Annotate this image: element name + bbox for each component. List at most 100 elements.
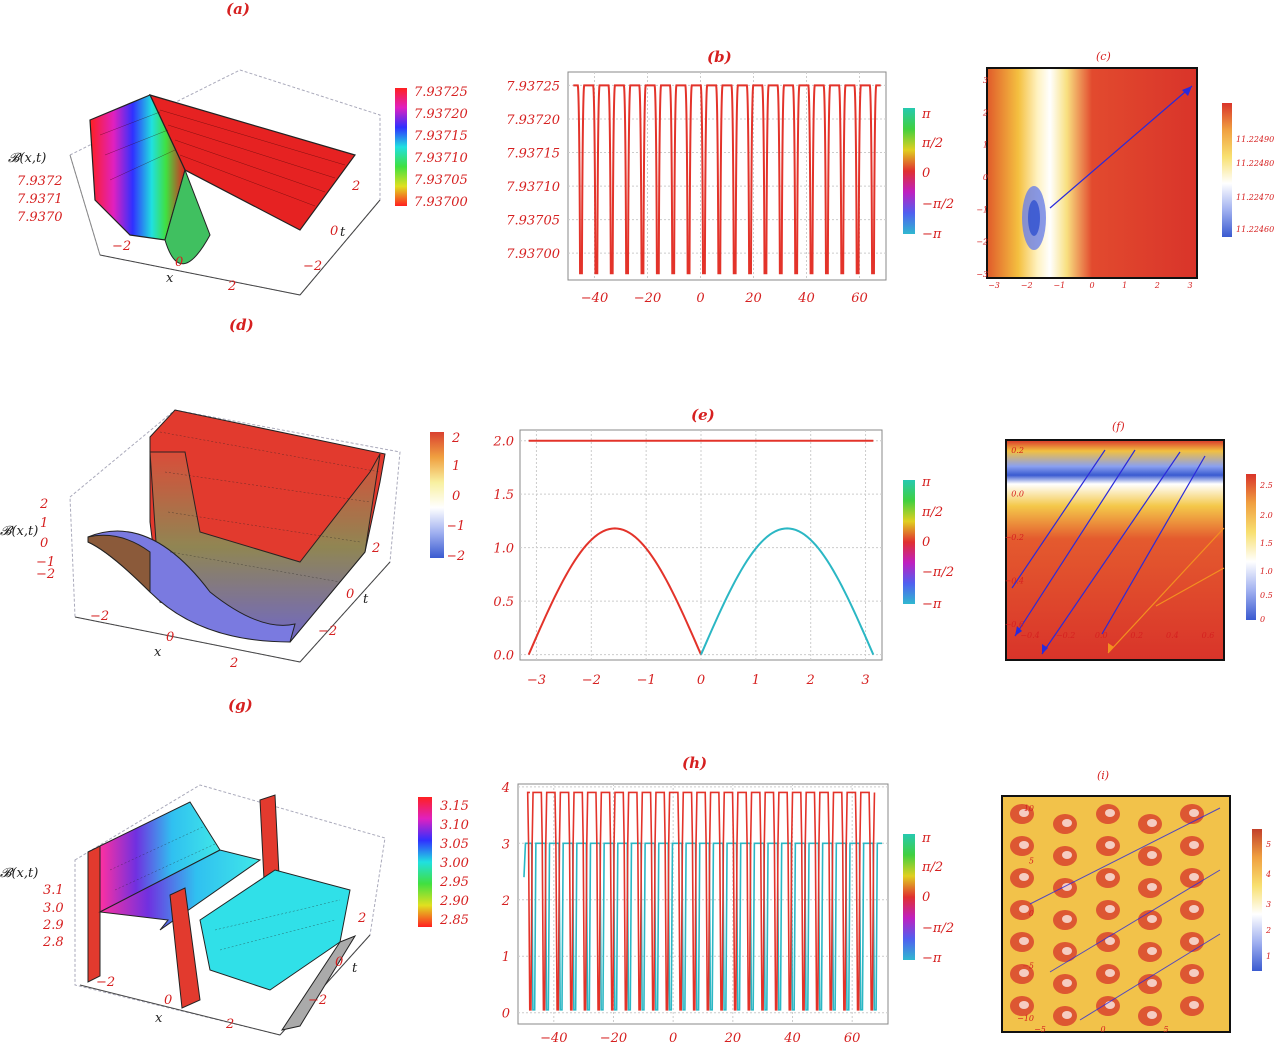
- colorbar-tick: 3.00: [440, 856, 469, 871]
- vortex-blob: [1189, 809, 1199, 817]
- colorbar-tick: 3.15: [440, 799, 469, 814]
- x-tick: 0: [166, 630, 174, 645]
- t-tick: 2: [357, 911, 366, 926]
- x-tick-label: 0: [1100, 1025, 1105, 1034]
- vortex-blob: [1147, 979, 1157, 987]
- vortex-blob: [1062, 979, 1072, 987]
- colorbar-tick: 3.05: [440, 837, 469, 852]
- y-tick-label: 7.93725: [506, 79, 560, 94]
- vortex-blob: [1062, 1011, 1072, 1019]
- t-tick: 2: [351, 179, 360, 194]
- t-tick: 0: [330, 224, 338, 239]
- y-tick-label: 0: [502, 1007, 510, 1022]
- x-tick-label: 3: [1187, 281, 1192, 290]
- phase-tick: −π/2: [922, 197, 954, 212]
- vortex-blob: [1147, 915, 1157, 923]
- colorbar-tick: 7.93725: [414, 85, 468, 100]
- x-tick-label: −5: [1034, 1025, 1046, 1034]
- y-tick-label: 2.0: [492, 435, 514, 450]
- y-tick-label: 0: [1029, 909, 1034, 918]
- y-tick-label: 3: [502, 837, 510, 852]
- panel-label-i: (i): [1097, 769, 1110, 782]
- x-tick-label: 20: [744, 291, 762, 302]
- colorbar-tick: 11.22480: [1236, 159, 1274, 168]
- x-tick-label: 0: [697, 673, 705, 688]
- vortex-blob: [1189, 969, 1199, 977]
- x-tick-label: 0.4: [1166, 631, 1179, 640]
- y-tick-label: 4: [501, 781, 510, 796]
- x-tick-label: 0: [1089, 281, 1094, 290]
- panel-label-c: (c): [1096, 50, 1111, 63]
- y-tick-label: 3: [983, 76, 988, 85]
- x-tick-label: 60: [844, 1031, 861, 1046]
- colorbar-tick: 1.0: [1260, 567, 1273, 576]
- x-tick-label: −2: [582, 673, 601, 688]
- x-axis-label-a: x: [166, 271, 174, 286]
- vortex-blob: [1105, 809, 1115, 817]
- y-tick-label: 7.93720: [506, 113, 560, 128]
- z-axis-label-d: 𝓑(x,t): [0, 524, 38, 539]
- vortex-blob: [1189, 905, 1199, 913]
- panel-label-h: (h): [682, 754, 708, 772]
- phase-legend-e: π π/2 0 −π/2 −π: [921, 475, 954, 612]
- surface-plot-a: 𝓑(x,t) 7.9372 7.9371 7.9370 −2 0 2 x 2 0…: [8, 69, 381, 296]
- colorbar-tick: 11.22490: [1236, 135, 1274, 144]
- x-tick: −2: [90, 609, 109, 624]
- colorbar-tick: 2: [451, 431, 460, 446]
- t-tick: −2: [318, 624, 337, 639]
- x-tick-label: 2: [1154, 281, 1160, 290]
- t-axis-label-g: t: [352, 961, 358, 976]
- y-tick-label: −3: [976, 270, 988, 279]
- y-tick-label: −0.2: [1005, 533, 1024, 542]
- colorbar-labels-f: 2.5 2.0 1.5 1.0 0.5 0: [1259, 481, 1273, 624]
- phase-tick: −π: [922, 951, 942, 966]
- phase-colorbar-e: [903, 480, 915, 604]
- z-tick: 0: [40, 536, 48, 551]
- colorbar-tick: 1.5: [1260, 539, 1273, 548]
- y-tick-label: 0.0: [493, 649, 514, 664]
- x-tick: −2: [96, 975, 115, 990]
- z-tick: −1: [36, 555, 55, 570]
- y-tick-label: 2: [982, 108, 988, 117]
- vortex-blob: [1189, 1001, 1199, 1009]
- phase-tick: π/2: [921, 505, 943, 520]
- x-tick-label: −20: [600, 1031, 627, 1046]
- vortex-blob: [1147, 883, 1157, 891]
- line-plot-h: −40 −20 0 20 40 60 4 3 2 1 0: [501, 781, 889, 1046]
- vortex-blob: [1147, 819, 1157, 827]
- y-tick-label: 0.2: [1011, 446, 1024, 455]
- x-tick-label: −0.2: [1056, 631, 1075, 640]
- line-plot-b: −40 −20 0 20 40 60 7.93725 7.93720 7.93715 7.9371…: [506, 71, 887, 302]
- colorbar-tick: 1: [1266, 952, 1271, 961]
- vortex-blob: [1019, 873, 1029, 881]
- y-tick-label: 2: [501, 894, 510, 909]
- panel-label-g: (g): [228, 696, 253, 714]
- vortex-blob: [1189, 937, 1199, 945]
- colorbar-tick: 11.22470: [1236, 193, 1274, 202]
- x-tick: 2: [229, 656, 238, 671]
- t-tick: 0: [335, 955, 343, 970]
- x-tick-label: −3: [527, 673, 546, 688]
- surface-plot-g: 𝓑(x,t) 3.1 3.0 2.9 2.8 −2 0 2 x 2 0 −2 t: [0, 784, 386, 1036]
- x-tick-label: −0.4: [1020, 631, 1039, 640]
- colorbar-a: [395, 88, 407, 206]
- x-tick-label: 0: [696, 291, 704, 302]
- colorbar-tick: 7.93705: [414, 173, 468, 188]
- z-tick: 1: [40, 516, 48, 531]
- vortex-blob: [1019, 1001, 1029, 1009]
- y-tick-label: −0.4: [1005, 577, 1024, 586]
- x-tick-label: 5: [1163, 1025, 1168, 1034]
- x-tick-label: 0.2: [1130, 631, 1143, 640]
- phase-tick: π/2: [921, 860, 943, 875]
- x-tick-label: −1: [637, 673, 656, 688]
- heatmap-f: −0.4 −0.2 0.0 0.2 0.4 0.6 0.2 0.0 −0.2 −0.4 −0.6: [1005, 439, 1225, 661]
- x-tick-label: −3: [988, 281, 1000, 290]
- vortex-blob: [1105, 969, 1115, 977]
- x-axis-label-g: x: [155, 1011, 163, 1026]
- colorbar-tick: 11.22460: [1236, 225, 1274, 234]
- z-tick: 7.9372: [17, 174, 63, 189]
- colorbar-i: [1252, 829, 1262, 971]
- colorbar-tick: 3: [1266, 900, 1271, 909]
- y-tick-label: 7.93710: [506, 180, 560, 195]
- colorbar-g: [418, 797, 432, 927]
